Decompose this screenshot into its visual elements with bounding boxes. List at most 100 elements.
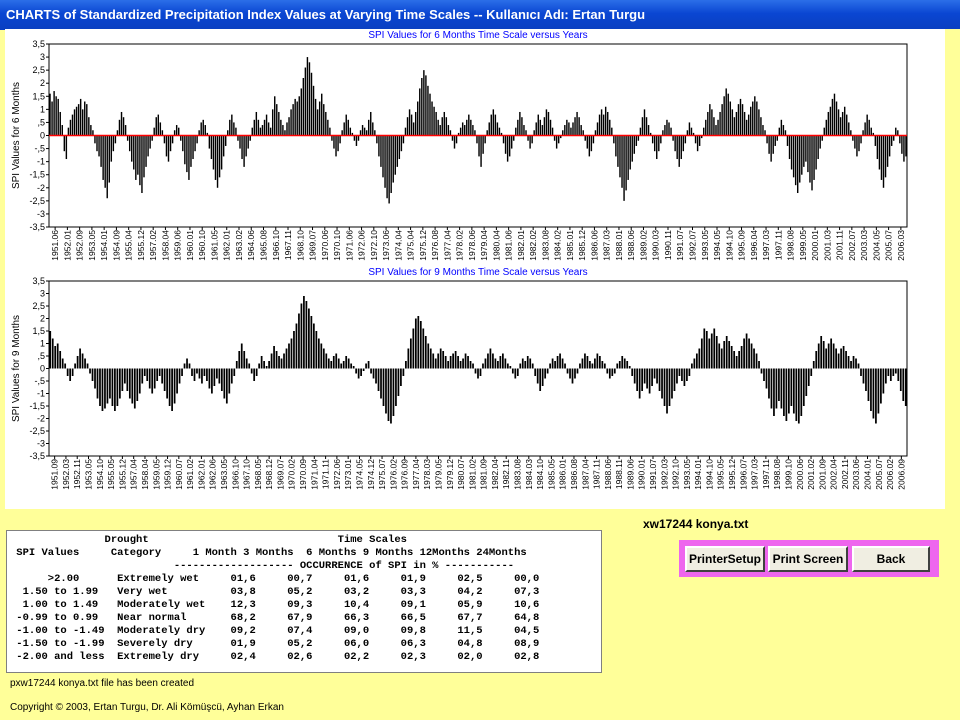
spi-bar	[361, 125, 364, 136]
x-tick-label: 1988.11	[614, 459, 624, 489]
spi-bar	[502, 353, 504, 369]
spi-bar	[408, 109, 411, 136]
spi-bar	[290, 338, 293, 369]
x-tick-label: 1979.12	[445, 459, 455, 490]
x-tick-label: 1973.06	[381, 230, 391, 261]
spi-bar	[768, 368, 770, 399]
spi-bar	[625, 135, 627, 191]
spi-bar	[545, 109, 548, 136]
spi-bar	[537, 114, 539, 136]
spi-bar	[840, 348, 842, 369]
spi-bar	[882, 368, 885, 394]
spi-bar	[468, 114, 470, 136]
x-tick-label: 1990.01	[637, 459, 647, 490]
spi-bar	[658, 135, 660, 152]
spi-bar	[243, 351, 246, 369]
spi-bar	[104, 368, 106, 409]
spi-bar	[718, 343, 721, 369]
spi-bar	[582, 130, 584, 136]
printer-setup-button[interactable]: PrinterSetup	[685, 546, 765, 572]
spi-bar	[894, 368, 897, 374]
spi-bar	[84, 101, 86, 136]
spi-bar	[710, 333, 713, 369]
spi-bar	[109, 368, 111, 399]
spi-bar	[286, 122, 288, 136]
spi-bar	[139, 135, 141, 186]
spi-bar	[57, 98, 59, 136]
spi-bar	[547, 111, 550, 136]
spi-bar	[171, 135, 174, 144]
spi-bar	[843, 106, 846, 136]
spi-bar	[353, 135, 356, 141]
spi-bar	[251, 127, 253, 136]
spi-bar	[560, 135, 562, 139]
spi-bar	[284, 130, 286, 136]
spi-bar	[709, 104, 711, 136]
spi-bar	[196, 135, 198, 144]
spi-bar	[713, 328, 716, 369]
x-tick-label: 1954.10	[95, 459, 105, 490]
x-tick-label: 1971.06	[344, 230, 354, 261]
spi-bar	[713, 117, 715, 136]
spi-bar	[882, 135, 885, 188]
spi-bar	[137, 135, 139, 175]
spi-bar	[114, 368, 116, 411]
spi-bar	[335, 135, 337, 157]
spi-bar	[678, 135, 680, 167]
spi-bar	[337, 358, 340, 369]
spi-bar	[345, 114, 347, 136]
spi-bar	[186, 358, 188, 369]
spi-bar	[433, 106, 435, 136]
back-button[interactable]: Back	[852, 546, 930, 572]
spi-bar	[688, 368, 691, 376]
spi-bar	[274, 96, 276, 136]
spi-bar	[819, 135, 821, 149]
spi-bar	[691, 363, 693, 369]
spi-bar	[785, 368, 788, 421]
print-screen-button[interactable]: Print Screen	[768, 546, 848, 572]
spi-bar	[616, 363, 619, 369]
spi-bar	[340, 363, 343, 369]
spi-bar	[551, 127, 554, 136]
spi-bar	[212, 135, 215, 170]
spi-bar	[90, 125, 92, 136]
x-tick-label: 2005.07	[874, 459, 884, 490]
spi-bar	[730, 346, 733, 369]
spi-bar	[454, 351, 457, 369]
spi-bar	[178, 368, 181, 384]
spi-bar	[698, 348, 701, 369]
x-tick-label: 1983.08	[513, 459, 523, 490]
chart-0: SPI Values for 6 Months Time Scale versu…	[11, 30, 908, 261]
spi-bar	[668, 122, 670, 136]
spi-bar	[494, 358, 497, 369]
x-tick-label: 1958.04	[160, 230, 170, 261]
spi-bar	[639, 127, 642, 136]
spi-bar	[472, 363, 474, 369]
x-tick-label: 1976.02	[388, 459, 398, 490]
spi-bar	[69, 119, 72, 136]
spi-bar	[755, 353, 758, 369]
spi-bar	[870, 127, 872, 136]
x-tick-label: 1968.12	[264, 459, 274, 490]
spi-bar	[852, 135, 854, 141]
x-tick-label: 1994.10	[704, 459, 714, 490]
spi-bar	[54, 346, 57, 369]
spi-bar	[578, 117, 580, 136]
spi-bar	[55, 96, 57, 136]
spi-bar	[385, 368, 387, 414]
spi-bar	[619, 135, 621, 178]
spi-bar	[175, 125, 178, 136]
x-tick-label: 1982.02	[528, 230, 538, 261]
spi-bar	[725, 88, 727, 136]
spi-bar	[362, 368, 365, 371]
spi-bar	[773, 368, 775, 416]
x-tick-label: 1963.02	[234, 230, 244, 261]
spi-bar	[119, 368, 121, 399]
spi-bar	[795, 368, 798, 421]
spi-bar	[621, 356, 624, 369]
spi-bar	[208, 368, 211, 389]
spi-bar	[613, 368, 616, 374]
y-tick-label: ,5	[37, 351, 45, 361]
spi-bar	[521, 358, 524, 369]
spi-bar	[628, 366, 631, 369]
